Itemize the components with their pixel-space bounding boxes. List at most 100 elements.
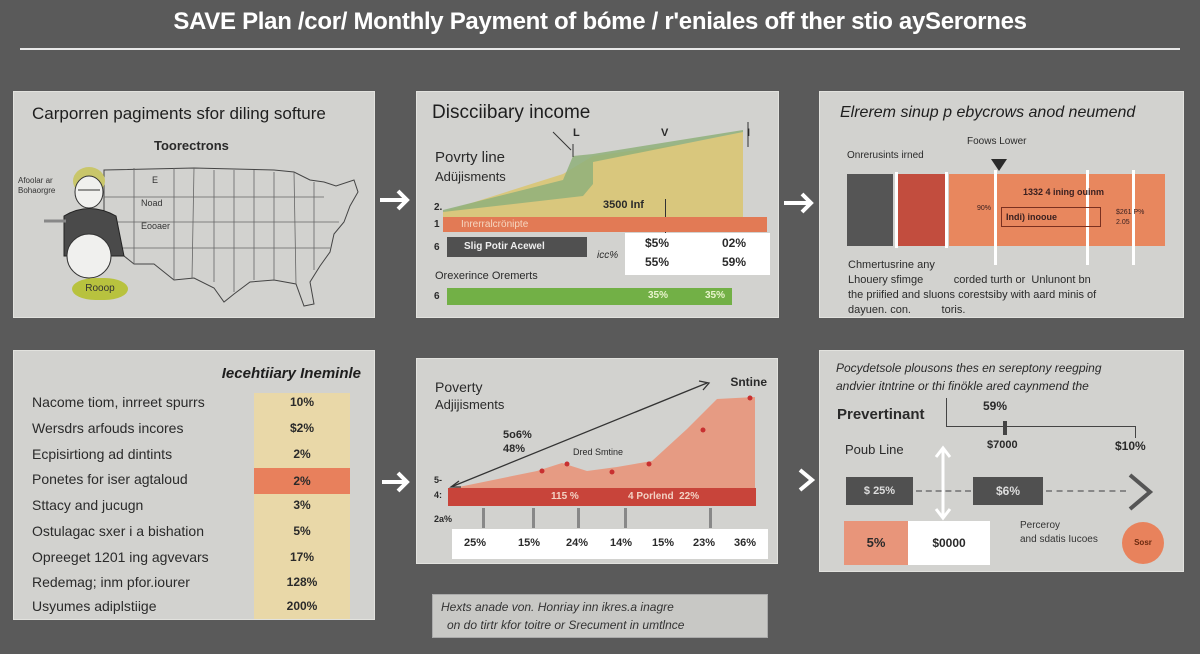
y-label: 1 (434, 219, 440, 230)
y-label: 6 (434, 242, 440, 253)
panel-payment-comparison: Pocydetsole plousons thes en sereptony r… (819, 350, 1184, 572)
table-row-highlighted: Ponetes for iser agtaloud 2% (32, 468, 352, 494)
panel-income-table: Iecehtiiary Ineminle Nacome tiom, inrree… (13, 350, 375, 620)
bracket-line (1135, 426, 1136, 438)
panel-poverty-chart: Poverty Adjijisments Sntine 5o6% 48% Dre… (416, 358, 778, 564)
panel-discretionary-income: Discciibary income L V I Povrty line Adü… (416, 91, 779, 318)
area-chart (443, 122, 749, 222)
divider (895, 172, 898, 248)
page-title: SAVE Plan /cor/ Monthly Payment of bóme … (173, 8, 1027, 35)
person-label: Afoolar ar Bohaorgre (18, 176, 56, 195)
panel-map: Carporren pagiments sfor diling softure … (13, 91, 375, 318)
area-line-chart (449, 380, 755, 489)
divider (1132, 170, 1135, 265)
bottom-text: Perceroy and sdatis Iucoes (1020, 520, 1098, 545)
panel-title: Iecehtiiary Ineminle (221, 365, 361, 382)
circle-badge: Sosr (1122, 522, 1164, 564)
description-paragraph: Chmertusrine any Lhouery sfimge corded t… (848, 259, 1097, 316)
map-label: Noad (141, 198, 163, 208)
bracket-line (946, 398, 947, 426)
arrow-right-icon (784, 192, 814, 214)
divider (994, 170, 997, 265)
table-row: Sttacy and jucugn 3% (32, 497, 311, 513)
red-bar: Inrerralcrönipte (443, 217, 767, 232)
divider (945, 172, 948, 248)
double-arrow-icon (934, 445, 952, 521)
table-row: Redemag; inm pfor.iourer 128% (32, 574, 318, 590)
table-row: Wersdrs arfouds incores $2% (32, 420, 315, 436)
peak-label: I (747, 127, 751, 139)
values-row: 25% 15% 24% 14% 15% 23% 36% (452, 529, 768, 559)
inner-right-label: $261 P% 2.05 (1116, 209, 1145, 226)
value-box: $ 25% (846, 477, 913, 505)
left-label: Onrerusints irned (847, 150, 924, 161)
amount-box: $0000 (908, 521, 990, 565)
marker-triangle-icon (991, 159, 1007, 171)
green-bar: 35% 35% (447, 288, 732, 305)
description: Pocydetsole plousons thes en sereptony r… (836, 361, 1102, 393)
inner-title: 1332 4 ining ouinm (1023, 187, 1105, 197)
peak-label: V (661, 127, 669, 139)
arrow-right-icon (382, 471, 410, 493)
table-row: Usyumes adiplstiige 200% (32, 598, 318, 614)
title-divider (20, 48, 1180, 50)
chart-subtitle: Adjijisments (435, 397, 505, 412)
pin (482, 508, 485, 528)
pin (709, 508, 712, 528)
person-badge: Rooop (72, 278, 128, 300)
side-label: icc% (597, 250, 619, 261)
bracket-line (946, 426, 1136, 427)
top-value: 59% (983, 399, 1008, 413)
y-label: 5- (434, 475, 443, 485)
right-value: $10% (1115, 439, 1146, 453)
divider (1086, 170, 1089, 265)
marker-line (665, 199, 666, 233)
top-label: Foows Lower (967, 136, 1027, 147)
mid-value: $7000 (987, 439, 1018, 451)
arrow-right-icon (380, 189, 410, 211)
dashed-line (1046, 490, 1126, 492)
annotation: 5o6% 48% (503, 429, 532, 455)
chevron-right-icon (798, 468, 816, 492)
section-label: Orexerince Oremerts (435, 270, 538, 282)
section-heading: Prevertinant (837, 406, 925, 423)
pin (624, 508, 627, 528)
us-map-icon (103, 167, 359, 307)
table-row: Nacome tiom, inrreet spurrs 10% (32, 394, 315, 410)
map-label: Eooaer (141, 221, 171, 231)
table-row: Ostulagac sxer i a bishation 5% (32, 523, 311, 539)
dashed-line (916, 490, 971, 492)
panel-title: Discciibary income (432, 102, 591, 123)
marker-label: 3500 Inf (603, 199, 644, 211)
panel-subtitle: Toorectrons (154, 138, 229, 153)
gray-label-box: Slig Potir Acewel (447, 237, 587, 257)
value-box: $6% (973, 477, 1043, 505)
chart-title: Poverty (435, 379, 483, 395)
line-label: Poub Line (845, 442, 904, 457)
y-label: 2a% (434, 514, 453, 524)
chart-subheading: Adüjisments (435, 169, 506, 184)
footer-caption: Hexts anade von. Honriay inn ikres.a ina… (432, 594, 768, 638)
panel-title: Elrerem sinup p ebycrows anod neumend (840, 104, 1136, 121)
segmented-bar (847, 174, 1165, 246)
table-row: Opreeget 1201 ing agvevars 17% (32, 549, 315, 565)
pin (577, 508, 580, 528)
y-label: 4: (434, 490, 443, 500)
segment (847, 174, 893, 246)
arrow-label: Sntine (730, 375, 767, 389)
panel-segment-bar: Elrerem sinup p ebycrows anod neumend Fo… (819, 91, 1184, 318)
inner-box: Indi) inooue (1001, 207, 1101, 227)
inner-left-label: 90% (977, 205, 992, 212)
bracket-tick (1003, 421, 1007, 435)
segment (897, 174, 945, 246)
table-row: Ecpisirtiong ad dintints 2% (32, 446, 311, 462)
y-label: 6 (434, 291, 440, 302)
value-column (254, 393, 350, 619)
percent-box: 5% (844, 521, 908, 565)
peak-label: L (573, 127, 580, 139)
panel-title: Carporren pagiments sfor diling softure (32, 104, 326, 123)
red-band: 115 % 4 Porlend 22% (448, 488, 756, 506)
pin (532, 508, 535, 528)
chart-heading: Povrty line (435, 149, 506, 166)
segment (949, 174, 1165, 246)
